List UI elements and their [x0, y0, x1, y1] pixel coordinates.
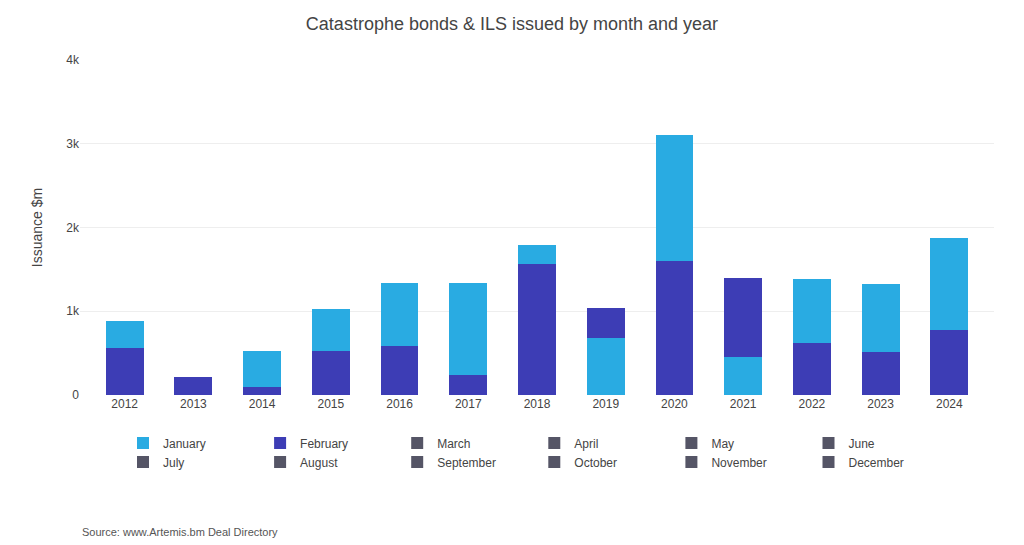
- svg-text:July: July: [163, 456, 184, 470]
- svg-text:June: June: [849, 437, 875, 451]
- svg-text:2015: 2015: [317, 397, 344, 411]
- svg-text:Issuance $m: Issuance $m: [29, 188, 45, 267]
- svg-text:2017: 2017: [455, 397, 482, 411]
- svg-text:2021: 2021: [730, 397, 757, 411]
- svg-text:March: March: [437, 437, 470, 451]
- svg-text:2k: 2k: [66, 221, 80, 235]
- svg-text:November: November: [711, 456, 766, 470]
- svg-text:Source: www.Artemis.bm Deal Di: Source: www.Artemis.bm Deal Directory: [82, 526, 278, 538]
- svg-text:2019: 2019: [592, 397, 619, 411]
- svg-text:February: February: [300, 437, 348, 451]
- svg-text:Catastrophe bonds & ILS issued: Catastrophe bonds & ILS issued by month …: [306, 14, 718, 34]
- svg-text:September: September: [437, 456, 496, 470]
- svg-text:1k: 1k: [66, 304, 80, 318]
- svg-text:2018: 2018: [524, 397, 551, 411]
- svg-text:2012: 2012: [111, 397, 138, 411]
- svg-text:May: May: [711, 437, 734, 451]
- svg-text:0: 0: [72, 388, 79, 402]
- svg-text:January: January: [163, 437, 206, 451]
- svg-text:October: October: [574, 456, 617, 470]
- svg-text:August: August: [300, 456, 338, 470]
- svg-text:2020: 2020: [661, 397, 688, 411]
- svg-text:April: April: [574, 437, 598, 451]
- svg-text:2014: 2014: [249, 397, 276, 411]
- svg-text:December: December: [849, 456, 904, 470]
- svg-text:2016: 2016: [386, 397, 413, 411]
- svg-text:2022: 2022: [799, 397, 826, 411]
- svg-text:3k: 3k: [66, 137, 80, 151]
- svg-text:4k: 4k: [66, 53, 80, 67]
- svg-text:2024: 2024: [936, 397, 963, 411]
- svg-text:2013: 2013: [180, 397, 207, 411]
- svg-text:2023: 2023: [867, 397, 894, 411]
